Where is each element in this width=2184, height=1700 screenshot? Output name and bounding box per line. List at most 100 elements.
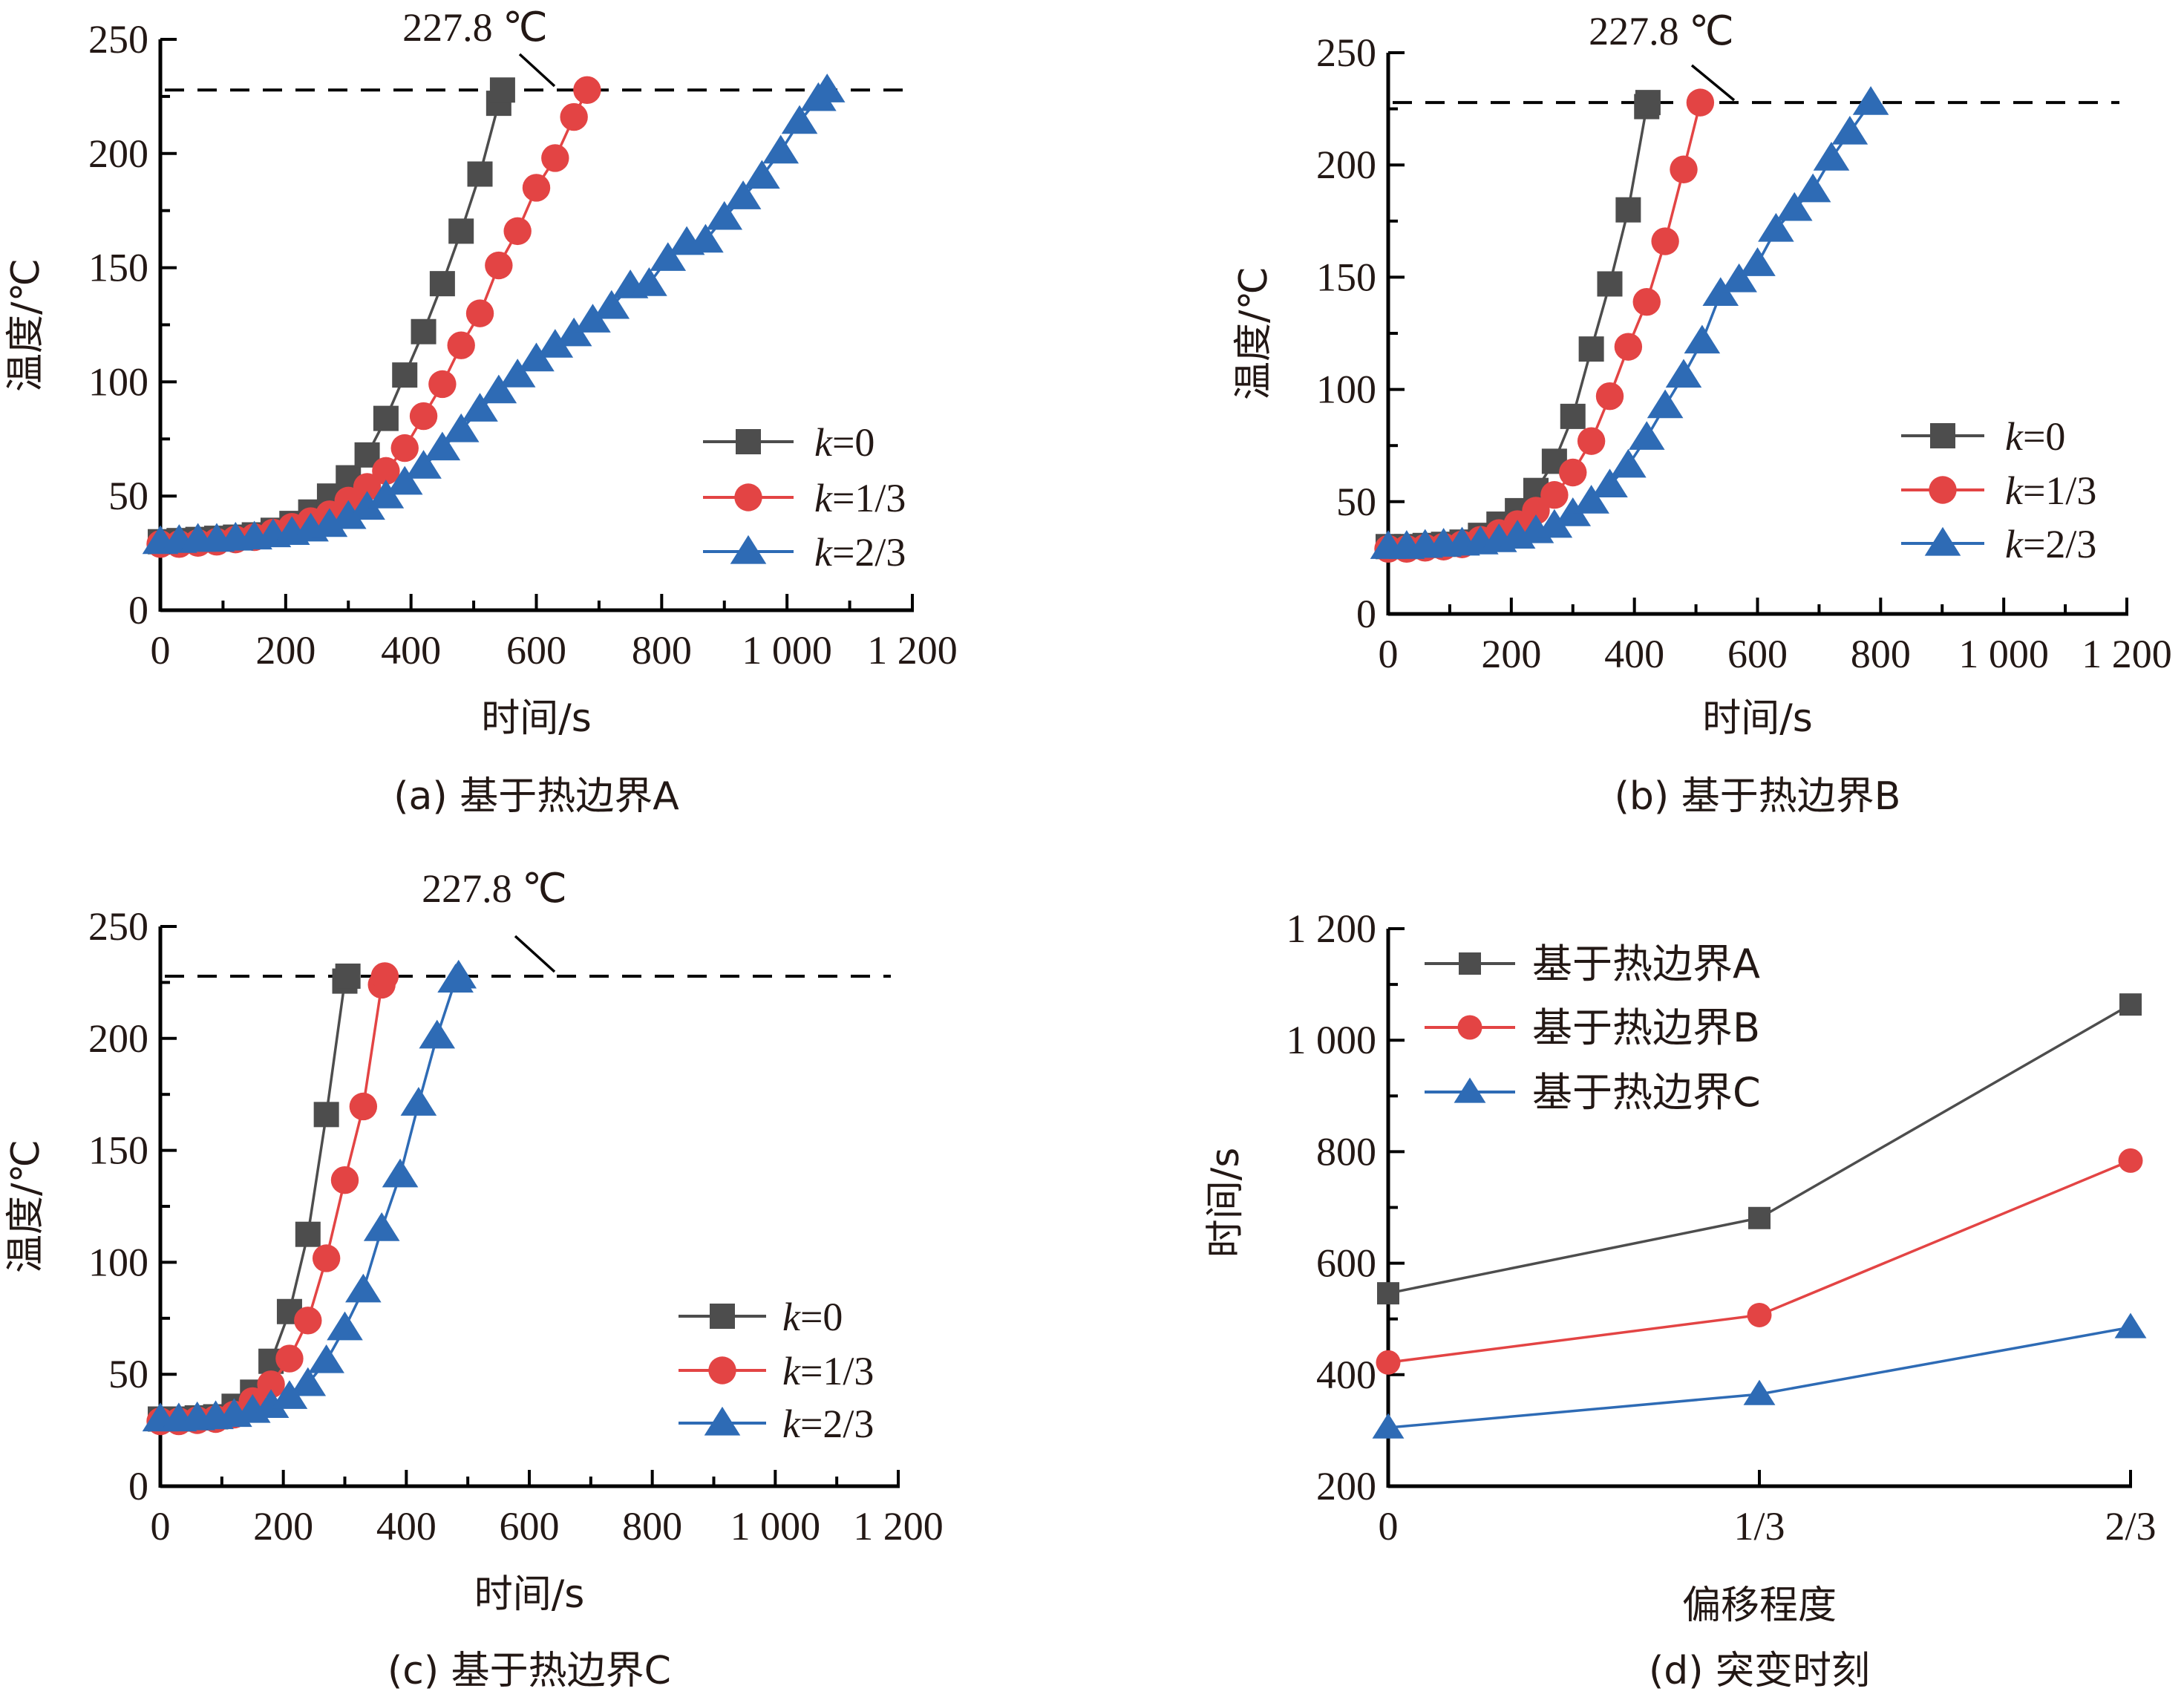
- x-axis-title: 时间/s: [474, 1572, 585, 1617]
- x-axis-title: 偏移程度: [1682, 1583, 1837, 1628]
- x-tick-label: 0: [1379, 632, 1399, 676]
- panel-caption: (a) 基于热边界A: [393, 774, 679, 819]
- data-point: [706, 200, 743, 230]
- data-point: [424, 431, 461, 461]
- data-point: [537, 329, 574, 358]
- legend-label: k=1/3: [782, 1349, 874, 1393]
- x-tick-label: 0: [151, 1504, 171, 1549]
- legend-item: k=2/3: [1901, 522, 2096, 566]
- data-point: [1686, 88, 1715, 117]
- data-point: [1522, 497, 1550, 525]
- legend-marker: [1457, 1015, 1482, 1040]
- y-tick-label: 200: [1316, 143, 1376, 187]
- data-point: [370, 962, 399, 990]
- y-axis-title: 温度/℃: [4, 1140, 48, 1273]
- legend-label: k=2/3: [2005, 522, 2096, 566]
- legend-marker: [704, 1406, 741, 1436]
- x-tick-label: 800: [622, 1504, 682, 1549]
- data-point: [349, 491, 385, 520]
- legend-label-var: k: [814, 476, 833, 520]
- series-line: [1387, 1326, 2131, 1429]
- series-基于热边界A: [1377, 993, 2142, 1305]
- legend-label-var: k: [2005, 468, 2024, 513]
- legend-item: k=2/3: [679, 1402, 874, 1446]
- y-tick-label: 1 000: [1286, 1018, 1377, 1062]
- y-tick-label: 250: [88, 17, 148, 62]
- series-k=2/3: [1370, 86, 1889, 559]
- y-tick-label: 400: [1316, 1353, 1376, 1397]
- x-tick-label: 1 200: [867, 628, 958, 673]
- data-point: [1597, 271, 1623, 297]
- legend-label-var: k: [782, 1349, 801, 1393]
- y-tick-label: 100: [88, 1240, 148, 1284]
- series-k=0: [148, 77, 515, 555]
- data-point: [1615, 197, 1641, 223]
- data-point: [429, 271, 455, 297]
- data-point: [480, 374, 517, 404]
- y-tick-label: 800: [1316, 1129, 1376, 1174]
- data-point: [411, 318, 437, 344]
- data-point: [725, 180, 762, 209]
- y-tick-label: 100: [88, 359, 148, 404]
- legend-marker: [736, 429, 761, 454]
- series-k=2/3: [142, 959, 477, 1432]
- y-tick-label: 100: [1316, 367, 1376, 412]
- data-point: [252, 1389, 290, 1418]
- legend-label: k=0: [2005, 414, 2065, 459]
- x-axis-title: 时间/s: [1702, 696, 1813, 741]
- x-tick-label: 400: [376, 1504, 437, 1549]
- data-point: [1635, 90, 1661, 116]
- legend-marker: [1459, 952, 1481, 975]
- legend-label-value: =1/3: [800, 1349, 874, 1393]
- legend-marker: [708, 1356, 736, 1384]
- x-tick-label: 0: [1379, 1504, 1399, 1549]
- data-point: [2119, 993, 2142, 1016]
- legend-label-value: =2/3: [2023, 522, 2096, 566]
- data-point: [808, 73, 846, 102]
- data-point: [650, 242, 687, 271]
- data-point: [1536, 509, 1573, 538]
- legend-marker: [710, 1304, 735, 1329]
- series-line: [160, 975, 460, 1421]
- x-tick-label: 1 000: [742, 628, 832, 673]
- x-tick-label: 200: [255, 628, 315, 673]
- y-tick-label: 250: [1316, 30, 1376, 75]
- data-point: [1647, 389, 1684, 419]
- x-tick-label: 400: [381, 628, 441, 673]
- legend-label-var: k: [814, 420, 833, 465]
- series-line: [1388, 102, 1872, 549]
- series-k=1/3: [1374, 88, 1715, 563]
- data-point: [1577, 427, 1606, 455]
- panel-caption: (d) 突变时刻: [1649, 1649, 1870, 1693]
- data-point: [335, 963, 361, 989]
- legend-label-value: =0: [800, 1295, 843, 1339]
- data-point: [257, 1370, 285, 1399]
- legend-label-var: k: [814, 530, 833, 575]
- data-point: [575, 304, 611, 333]
- data-point: [294, 1307, 322, 1335]
- y-axis-title: 时间/s: [1203, 1148, 1248, 1258]
- threshold-annotation: 227.8 ℃: [1589, 9, 1734, 53]
- data-point: [2114, 1312, 2147, 1338]
- y-tick-label: 150: [1316, 255, 1376, 299]
- legend-label-value: =2/3: [832, 530, 906, 575]
- data-point: [1628, 421, 1665, 450]
- y-tick-label: 200: [88, 131, 148, 176]
- y-tick-label: 200: [1316, 1464, 1376, 1508]
- legend-item: k=0: [679, 1295, 843, 1339]
- data-point: [448, 218, 474, 244]
- data-point: [308, 1344, 344, 1373]
- y-tick-label: 0: [1356, 592, 1376, 636]
- legend-label-value: =1/3: [832, 476, 906, 520]
- x-axis-title: 时间/s: [481, 696, 592, 741]
- x-tick-label: 600: [506, 628, 566, 673]
- data-point: [440, 959, 477, 989]
- data-point: [462, 393, 498, 422]
- legend-label: k=1/3: [814, 476, 906, 520]
- data-point: [382, 1158, 419, 1188]
- annotation-leader-line: [518, 53, 556, 88]
- x-tick-label: 800: [632, 628, 692, 673]
- y-tick-label: 150: [88, 246, 148, 290]
- legend-label-value: =0: [832, 420, 874, 465]
- legend-marker: [1454, 1077, 1486, 1103]
